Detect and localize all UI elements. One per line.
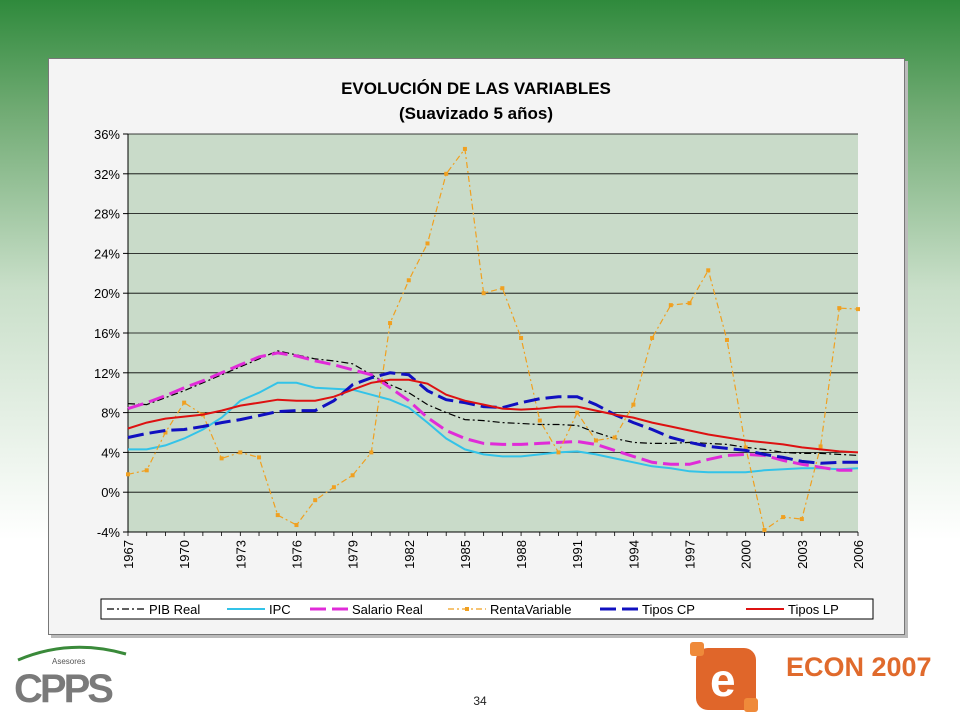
data-point-marker — [313, 498, 318, 503]
data-point-marker — [369, 450, 374, 455]
cpps-logo-text: CPPS — [14, 667, 113, 710]
grid-layer — [128, 133, 858, 533]
x-tick-label: 1991 — [570, 540, 585, 569]
data-point-marker — [687, 301, 692, 306]
y-tick-label: 28% — [94, 207, 120, 222]
legend-label: PIB Real — [149, 602, 200, 617]
series-line — [127, 147, 859, 531]
data-point-marker — [612, 435, 617, 440]
data-point-marker — [294, 523, 299, 528]
data-point-marker — [556, 450, 561, 455]
data-point-marker — [425, 241, 430, 246]
econ-logo: e ECON 2007 — [690, 642, 932, 712]
y-tick-label: -4% — [97, 525, 121, 540]
chart-subtitle: (Suavizado 5 años) — [399, 104, 553, 123]
data-point-marker — [481, 291, 486, 296]
data-point-marker — [818, 444, 823, 449]
y-axis: -4% 0% 4% 8% 12% 16% 20% 24% 28% 32% 36% — [94, 127, 129, 540]
econ-logo-letter: e — [710, 654, 736, 706]
chart-title: EVOLUCIÓN DE LAS VARIABLES — [341, 79, 611, 98]
legend-label: Salario Real — [352, 602, 423, 617]
x-axis: 1967 1970 1973 1976 1979 1982 1985 1988 1991 1994… — [121, 531, 866, 569]
data-point-marker — [743, 445, 748, 450]
data-point-marker — [837, 306, 842, 311]
x-tick-label: 1994 — [626, 540, 641, 569]
data-point-marker — [126, 472, 130, 477]
data-point-marker — [388, 321, 393, 326]
x-tick-label: 1979 — [346, 540, 361, 569]
data-point-marker — [257, 455, 262, 460]
x-tick-label: 1982 — [402, 540, 417, 569]
data-point-marker — [500, 286, 505, 291]
data-point-marker — [575, 410, 580, 415]
y-tick-label: 12% — [94, 366, 120, 381]
data-point-marker — [406, 278, 411, 283]
data-point-marker — [350, 473, 355, 478]
legend-box — [100, 598, 874, 620]
x-tick-label: 2006 — [851, 540, 866, 569]
x-tick-label: 1988 — [514, 540, 529, 569]
series-line — [127, 350, 859, 456]
data-point-marker — [275, 513, 280, 518]
data-point-marker — [724, 337, 729, 342]
data-point-marker — [144, 468, 149, 473]
data-point-marker — [182, 400, 187, 405]
data-point-marker — [799, 517, 804, 522]
y-tick-label: 0% — [101, 485, 120, 500]
x-tick-label: 1985 — [458, 540, 473, 569]
data-point-marker — [462, 146, 467, 151]
data-point-marker — [444, 171, 449, 176]
cpps-logo-small-text: Asesores — [52, 657, 85, 666]
data-point-marker — [781, 515, 786, 520]
data-point-marker — [238, 450, 243, 455]
series-layer — [126, 146, 860, 533]
data-point-marker — [537, 418, 542, 423]
y-tick-label: 36% — [94, 127, 120, 142]
page-number: 34 — [473, 694, 487, 708]
x-tick-label: 1967 — [121, 540, 136, 569]
x-tick-label: 1973 — [233, 540, 248, 569]
x-tick-label: 1997 — [683, 540, 698, 569]
data-point-marker — [706, 268, 711, 273]
legend-label: Tipos CP — [642, 602, 695, 617]
series-line — [128, 381, 859, 474]
legend-label: Tipos LP — [788, 602, 839, 617]
data-point-marker — [856, 307, 860, 312]
y-tick-label: 8% — [101, 406, 120, 421]
data-point-marker — [219, 456, 224, 461]
y-tick-label: 20% — [94, 286, 120, 301]
series-line — [127, 378, 859, 454]
y-tick-label: 4% — [101, 445, 120, 460]
legend-marker — [465, 607, 469, 611]
data-point-marker — [762, 528, 767, 533]
data-point-marker — [519, 335, 524, 340]
legend-label: IPC — [269, 602, 291, 617]
y-tick-label: 32% — [94, 167, 120, 182]
x-tick-label: 2000 — [739, 540, 754, 569]
x-tick-label: 1970 — [177, 540, 192, 569]
data-point-marker — [631, 402, 636, 407]
chart-frame: EVOLUCIÓN DE LAS VARIABLES (Suavizado 5 … — [48, 58, 905, 635]
data-point-marker — [163, 430, 168, 435]
data-point-marker — [331, 485, 336, 490]
x-tick-label: 1976 — [289, 540, 304, 569]
legend-label: RentaVariable — [490, 602, 571, 617]
y-tick-label: 24% — [94, 246, 120, 261]
data-point-marker — [650, 335, 655, 340]
cpps-logo: Asesores CPPS — [14, 645, 127, 710]
econ-logo-text: ECON 2007 — [786, 652, 932, 682]
data-point-marker — [593, 438, 598, 443]
series-line — [127, 351, 858, 472]
x-tick-label: 2003 — [795, 540, 810, 569]
chart-legend: PIB Real IPC Salario Real RentaVariable Tipo… — [100, 598, 874, 620]
data-point-marker — [668, 303, 673, 308]
y-tick-label: 16% — [94, 326, 120, 341]
line-chart: EVOLUCIÓN DE LAS VARIABLES (Suavizado 5 … — [94, 79, 874, 620]
